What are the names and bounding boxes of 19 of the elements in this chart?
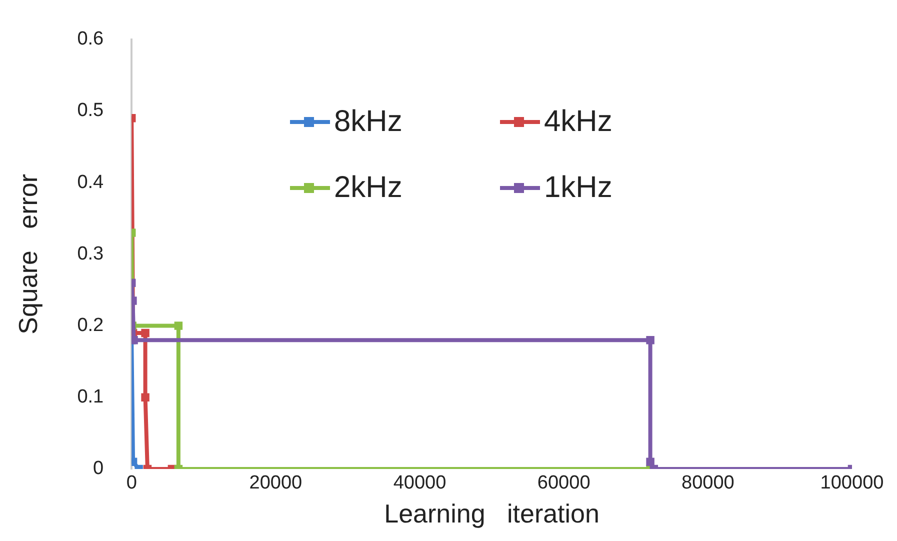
x-tick-label: 100000 (820, 472, 884, 494)
y-tick-label: 0.6 (77, 28, 104, 50)
y-axis-title: Square error (12, 174, 43, 334)
x-axis-title: Learning iteration (384, 498, 600, 529)
y-tick-label: 0.5 (77, 100, 104, 122)
legend-label: 8kHz (334, 105, 402, 139)
y-tick-label: 0 (93, 458, 104, 480)
x-tick-label: 20000 (249, 472, 302, 494)
x-tick-label: 60000 (537, 472, 590, 494)
y-tick-label: 0.3 (77, 243, 104, 264)
x-tick-label: 40000 (393, 472, 446, 494)
x-tick-label: 0 (126, 472, 137, 494)
x-tick-label: 80000 (682, 472, 734, 494)
y-tick-label: 0.1 (77, 386, 104, 408)
legend-label: 1kHz (544, 171, 612, 205)
legend-label: 2kHz (334, 171, 402, 205)
legend-label: 4kHz (544, 105, 612, 139)
y-tick-label: 0.4 (77, 172, 104, 193)
y-tick-label: 0.2 (77, 315, 104, 336)
